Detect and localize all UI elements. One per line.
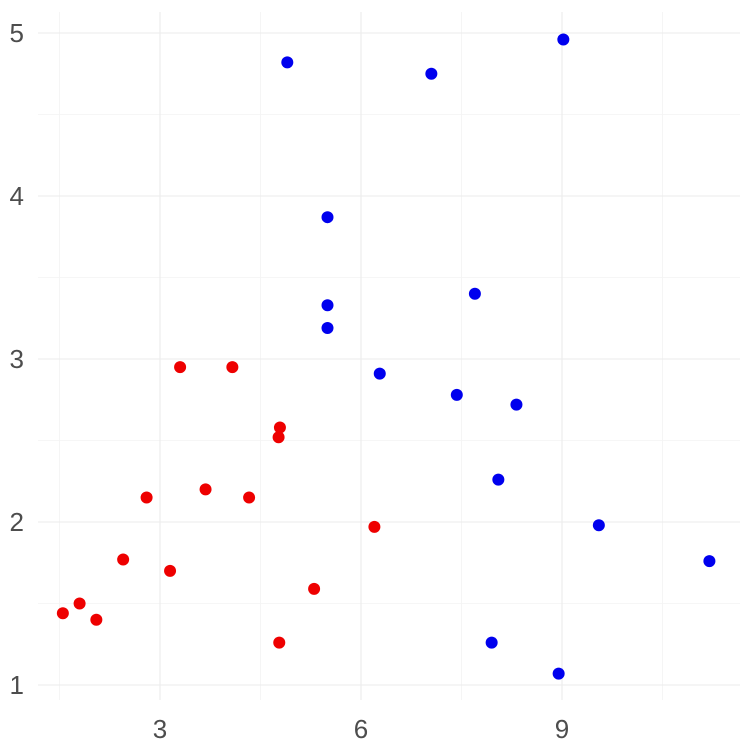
blue-data-point	[557, 33, 570, 46]
y-tick-label: 3	[10, 344, 24, 374]
blue-data-point	[510, 398, 523, 411]
y-tick-label: 1	[10, 670, 24, 700]
blue-data-point	[281, 56, 294, 69]
blue-data-point	[703, 555, 716, 568]
blue-data-point	[485, 636, 498, 649]
red-data-point	[308, 582, 321, 595]
blue-data-point	[373, 367, 386, 380]
blue-data-point	[592, 519, 605, 532]
blue-data-point	[321, 299, 334, 312]
x-tick-label: 9	[555, 714, 569, 744]
red-data-point	[90, 613, 103, 626]
blue-data-point	[468, 287, 481, 300]
blue-data-point	[425, 67, 438, 80]
red-data-point	[273, 421, 286, 434]
y-tick-label: 4	[10, 181, 24, 211]
grid	[38, 12, 740, 700]
red-data-point	[272, 431, 285, 444]
red-data-point	[368, 520, 381, 533]
red-data-point	[199, 483, 212, 496]
x-tick-label: 3	[153, 714, 167, 744]
y-tick-label: 2	[10, 507, 24, 537]
y-tick-label: 5	[10, 18, 24, 48]
blue-data-point	[321, 211, 334, 224]
red-data-point	[226, 361, 239, 374]
blue-data-point	[321, 322, 334, 335]
red-data-point	[117, 553, 130, 566]
blue-data-point	[492, 473, 505, 486]
red-data-point	[273, 636, 286, 649]
red-data-point	[56, 607, 69, 620]
blue-data-point	[552, 667, 565, 680]
red-data-point	[140, 491, 153, 504]
data-points	[56, 33, 716, 680]
red-data-point	[164, 564, 177, 577]
blue-data-point	[450, 388, 463, 401]
red-data-point	[73, 597, 86, 610]
red-data-point	[243, 491, 256, 504]
x-tick-label: 6	[354, 714, 368, 744]
red-data-point	[174, 361, 187, 374]
